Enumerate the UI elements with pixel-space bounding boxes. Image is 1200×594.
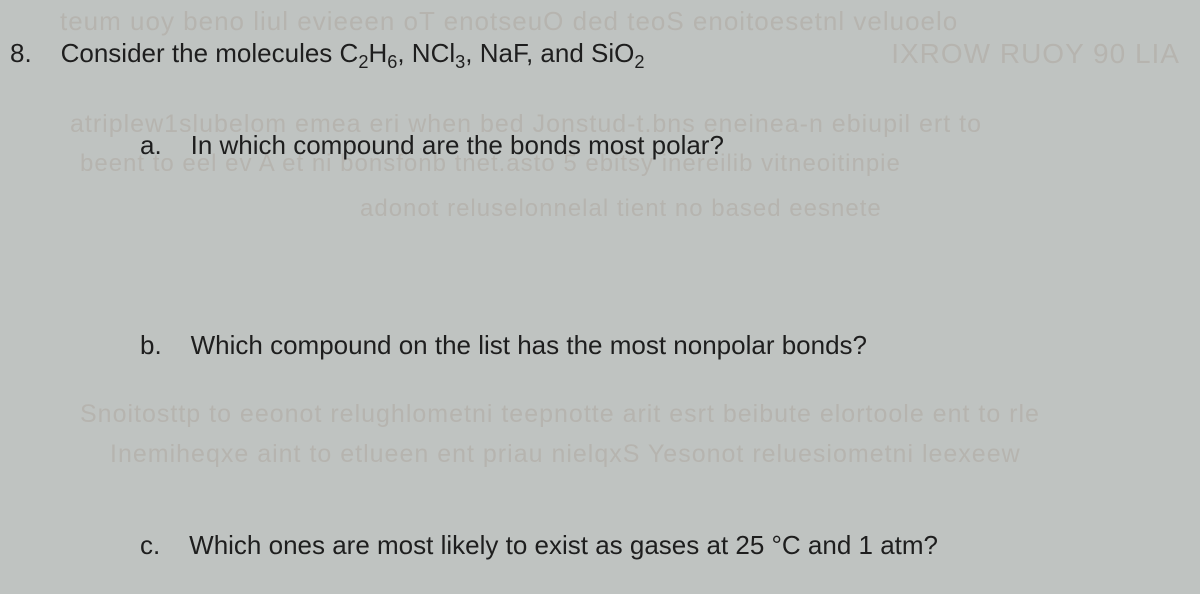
mol-4-sub1: 2: [634, 52, 644, 72]
part-b-text: Which compound on the list has the most …: [191, 330, 867, 360]
mol-1-sub1: 2: [358, 52, 368, 72]
ghost-line: adonot reluselonnelal tient no based ees…: [360, 195, 882, 223]
ghost-line: IXROW RUOY 90 LIA: [891, 38, 1180, 70]
ghost-line: Inemiheqxe aint to etlueen ent priau nie…: [110, 440, 1021, 469]
part-c-text: Which ones are most likely to exist as g…: [189, 530, 938, 560]
part-b: b. Which compound on the list has the mo…: [140, 330, 867, 361]
sep1: ,: [397, 38, 411, 68]
part-c-label: c.: [140, 530, 160, 560]
page-content: teum uoy beno liul evieeen oT enotseuO d…: [0, 0, 1200, 594]
part-b-label: b.: [140, 330, 162, 360]
mol-4: SiO: [591, 38, 634, 68]
part-a-text: In which compound are the bonds most pol…: [191, 130, 724, 160]
mol-1b: H: [368, 38, 387, 68]
mol-3: NaF, and: [480, 38, 591, 68]
question-number: 8.: [10, 38, 32, 68]
sep2: ,: [465, 38, 479, 68]
mol-2: NCl: [412, 38, 455, 68]
mol-1-sub2: 6: [387, 52, 397, 72]
ghost-line: teum uoy beno liul evieeen oT enotseuO d…: [60, 6, 958, 37]
ghost-line: Snoitosttp to eeonot relughlometni teepn…: [80, 400, 1040, 429]
stem-prefix: Consider the molecules: [61, 38, 340, 68]
question-stem: 8. Consider the molecules C2H6, NCl3, Na…: [10, 38, 644, 73]
part-c: c. Which ones are most likely to exist a…: [140, 530, 938, 561]
mol-1a: C: [340, 38, 359, 68]
part-a-label: a.: [140, 130, 162, 160]
part-a: a. In which compound are the bonds most …: [140, 130, 724, 161]
mol-2-sub1: 3: [455, 52, 465, 72]
